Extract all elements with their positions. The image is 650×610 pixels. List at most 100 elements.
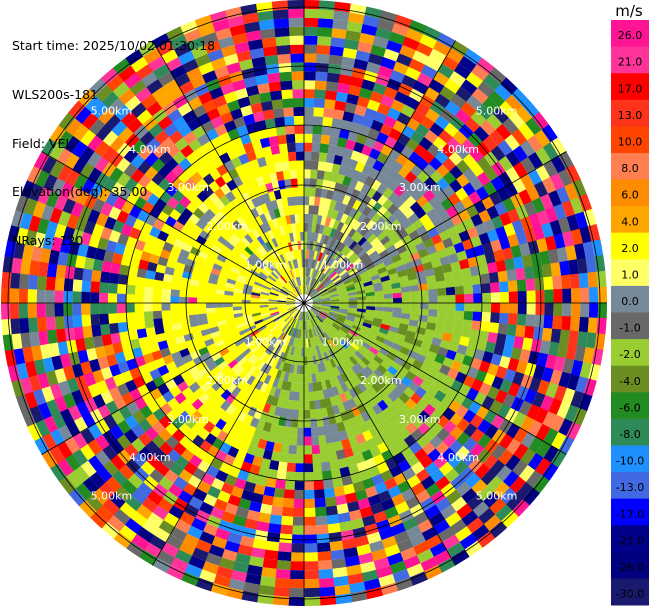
velocity-gate xyxy=(143,310,154,321)
velocity-gate xyxy=(336,221,345,232)
velocity-gate xyxy=(317,435,327,445)
velocity-gate xyxy=(81,411,96,429)
velocity-gate xyxy=(494,389,508,405)
velocity-gate xyxy=(368,250,379,260)
velocity-gate xyxy=(315,187,323,198)
velocity-gate xyxy=(428,48,448,64)
velocity-gate xyxy=(462,217,476,231)
velocity-gate xyxy=(311,292,319,299)
velocity-gate xyxy=(36,288,46,304)
velocity-gate xyxy=(206,287,216,294)
velocity-gate xyxy=(289,308,298,315)
velocity-gate xyxy=(54,289,64,304)
velocity-gate xyxy=(318,152,328,163)
velocity-gate xyxy=(136,481,153,498)
velocity-gate xyxy=(416,398,429,411)
velocity-gate xyxy=(79,145,96,163)
velocity-gate xyxy=(289,382,296,392)
velocity-gate xyxy=(94,449,111,466)
velocity-gate xyxy=(446,302,456,312)
velocity-gate xyxy=(356,497,371,510)
velocity-gate xyxy=(454,526,473,543)
velocity-gate xyxy=(165,25,185,42)
velocity-gate xyxy=(28,273,39,290)
velocity-gate xyxy=(363,70,379,83)
velocity-gate xyxy=(489,129,506,147)
velocity-gate xyxy=(81,177,96,195)
velocity-gate xyxy=(348,355,358,366)
velocity-gate xyxy=(73,325,84,340)
velocity-gate xyxy=(253,283,263,290)
velocity-gate xyxy=(291,409,299,419)
velocity-gate xyxy=(244,233,254,244)
velocity-gate xyxy=(293,115,305,125)
velocity-gate xyxy=(195,218,208,230)
velocity-gate xyxy=(288,587,305,598)
velocity-gate xyxy=(321,276,330,285)
velocity-gate xyxy=(51,411,66,429)
velocity-gate xyxy=(349,122,363,134)
velocity-gate xyxy=(293,205,300,215)
velocity-gate xyxy=(321,298,331,302)
velocity-gate xyxy=(259,304,269,308)
velocity-gate xyxy=(183,130,198,145)
velocity-gate xyxy=(378,249,389,259)
velocity-gate xyxy=(278,294,288,299)
velocity-gate xyxy=(474,222,488,237)
velocity-gate xyxy=(518,400,533,417)
velocity-gate xyxy=(498,155,514,173)
velocity-gate xyxy=(26,164,43,184)
velocity-gate xyxy=(481,395,495,411)
velocity-gate xyxy=(330,299,340,302)
velocity-gate xyxy=(225,403,237,416)
velocity-gate xyxy=(320,275,328,284)
velocity-gate xyxy=(288,578,305,589)
colorbar-tick-label: 6.0 xyxy=(621,189,639,202)
velocity-gate xyxy=(320,234,327,244)
velocity-gate xyxy=(382,395,394,408)
velocity-gate xyxy=(326,523,341,534)
velocity-gate xyxy=(351,67,367,80)
velocity-gate xyxy=(262,315,272,322)
velocity-gate xyxy=(244,319,255,326)
velocity-gate xyxy=(58,209,72,227)
velocity-gate xyxy=(313,364,319,374)
velocity-gate xyxy=(121,200,135,215)
velocity-gate xyxy=(248,93,262,106)
velocity-gate xyxy=(363,365,374,376)
velocity-gate xyxy=(275,280,284,288)
velocity-gate xyxy=(429,468,445,484)
velocity-gate xyxy=(327,286,337,293)
velocity-gate xyxy=(383,115,398,129)
velocity-gate xyxy=(285,261,292,271)
velocity-gate xyxy=(338,329,348,337)
velocity-gate xyxy=(296,338,301,348)
velocity-gate xyxy=(318,287,327,294)
velocity-gate xyxy=(334,280,344,287)
velocity-gate xyxy=(386,78,403,92)
velocity-gate xyxy=(326,256,334,266)
velocity-gate xyxy=(275,246,283,256)
velocity-gate xyxy=(161,309,172,319)
velocity-gate xyxy=(348,581,366,594)
velocity-gate xyxy=(313,205,320,215)
velocity-gate xyxy=(354,233,364,244)
velocity-gate xyxy=(259,295,269,300)
velocity-gate xyxy=(319,274,327,283)
velocity-gate xyxy=(454,285,465,296)
velocity-gate xyxy=(401,291,411,299)
velocity-gate xyxy=(491,376,504,391)
velocity-gate xyxy=(9,302,20,319)
velocity-gate xyxy=(348,240,358,251)
velocity-gate xyxy=(225,201,237,214)
velocity-gate xyxy=(230,386,242,397)
velocity-gate xyxy=(139,460,156,476)
velocity-gate xyxy=(68,487,86,507)
velocity-gate xyxy=(428,78,446,94)
velocity-gate xyxy=(424,56,443,72)
velocity-gate xyxy=(476,339,488,352)
velocity-gate xyxy=(352,375,362,386)
velocity-gate xyxy=(337,254,346,264)
velocity-gate xyxy=(315,251,321,261)
velocity-gate xyxy=(309,328,314,338)
